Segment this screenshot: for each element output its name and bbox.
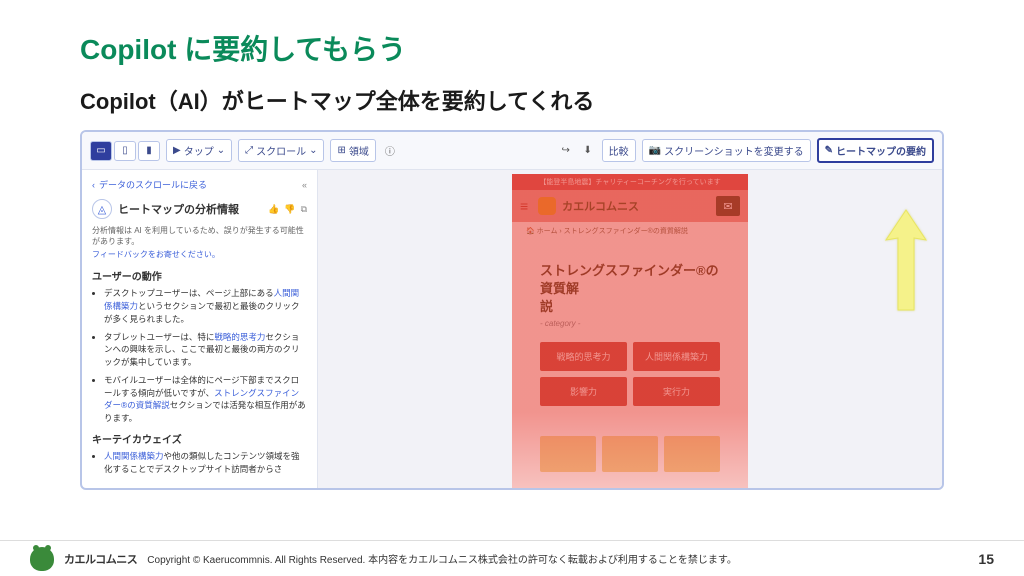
thumbs-up-icon[interactable]: 👍 [268, 204, 279, 215]
takeaways-list: 人間関係構築力や他の類似したコンテンツ領域を強化することでデスクトップサイト訪問… [92, 450, 307, 476]
collapse-icon[interactable]: « [302, 180, 307, 190]
device-desktop-button[interactable]: ▭ [90, 141, 112, 161]
share-icon[interactable]: ↪ [558, 143, 574, 159]
list-item: 人間関係構築力や他の類似したコンテンツ領域を強化することでデスクトップサイト訪問… [104, 450, 307, 476]
toolbar: ▭ ▯ ▮ ▶ タップ ⌄ ⤢ スクロール ⌄ ⊞ 領域 ⓘ ↪ ⬇ 比較 📷 … [82, 132, 942, 170]
copyright-text: Copyright © Kaerucommnis. All Rights Res… [147, 551, 737, 566]
tap-label: タップ [184, 143, 214, 158]
footer: カエルコムニス Copyright © Kaerucommnis. All Ri… [0, 540, 1024, 576]
phone-mockup: 【能登半島地震】チャリティーコーチングを行っています ≡ カエルコムニス ✉ 🏠… [512, 174, 748, 490]
change-screenshot-label: スクリーンショットを変更する [664, 143, 804, 158]
thumbs-down-icon[interactable]: 👎 [284, 204, 295, 215]
area-button[interactable]: ⊞ 領域 [330, 139, 375, 162]
scroll-dropdown[interactable]: ⤢ スクロール ⌄ [238, 139, 324, 162]
list-item: デスクトップユーザーは、ページ上部にある人間関係構築力というセクションで最初と最… [104, 287, 307, 325]
mini-card [664, 436, 720, 472]
scroll-label: スクロール [256, 143, 306, 158]
summary-label: ヒートマップの要約 [836, 143, 926, 158]
mini-card [540, 436, 596, 472]
feedback-link[interactable]: フィードバックをお寄せください。 [92, 249, 307, 260]
tag-button[interactable]: 人間関係構築力 [633, 342, 720, 371]
page-number: 15 [978, 551, 994, 567]
phone-header: ≡ カエルコムニス ✉ [512, 190, 748, 222]
charity-banner: 【能登半島地震】チャリティーコーチングを行っています [512, 174, 748, 190]
app-screenshot: ▭ ▯ ▮ ▶ タップ ⌄ ⤢ スクロール ⌄ ⊞ 領域 ⓘ ↪ ⬇ 比較 📷 … [80, 130, 944, 490]
brand-logo-icon [538, 197, 556, 215]
tag-grid: 戦略的思考力 人間関係構築力 影響力 実行力 [526, 342, 734, 406]
page-heading: ストレングスファインダー®の資質解説 [526, 250, 734, 319]
change-screenshot-button[interactable]: 📷 スクリーンショットを変更する [642, 139, 811, 162]
chevron-left-icon: ‹ [92, 180, 95, 190]
tag-button[interactable]: 影響力 [540, 377, 627, 406]
device-mobile-button[interactable]: ▮ [138, 141, 160, 161]
tag-button[interactable]: 実行力 [633, 377, 720, 406]
tag-button[interactable]: 戦略的思考力 [540, 342, 627, 371]
list-item: タブレットユーザーは、特に戦略的思考力セクションへの興味を示し、ここで最初と最後… [104, 331, 307, 369]
device-tablet-button[interactable]: ▯ [114, 141, 136, 161]
area-label: 領域 [349, 143, 369, 158]
panel-title: ヒートマップの分析情報 [118, 201, 239, 217]
behavior-list: デスクトップユーザーは、ページ上部にある人間関係構築力というセクションで最初と最… [92, 287, 307, 425]
back-link[interactable]: ‹ データのスクロールに戻る « [92, 178, 307, 191]
slide-subtitle: Copilot（AI）がヒートマップ全体を要約してくれる [80, 84, 944, 116]
brand: カエルコムニス [538, 197, 639, 215]
summary-button[interactable]: ✎ ヒートマップの要約 [817, 138, 934, 163]
section-user-behavior: ユーザーの動作 [92, 268, 307, 283]
category-label: - category - [526, 319, 734, 342]
list-item: モバイルユーザーは全体的にページ下部までスクロールする傾向が低いですが、ストレン… [104, 374, 307, 425]
info-icon: ⓘ [382, 143, 398, 159]
breadcrumb: 🏠 ホーム › ストレングスファインダー®の資質解説 [512, 222, 748, 240]
hamburger-icon[interactable]: ≡ [520, 198, 528, 214]
mini-card [602, 436, 658, 472]
slide-title: Copilot に要約してもらう [80, 28, 944, 68]
preview-area: 【能登半島地震】チャリティーコーチングを行っています ≡ カエルコムニス ✉ 🏠… [318, 170, 942, 490]
copy-icon[interactable]: ⧉ [301, 204, 307, 215]
footer-logo-icon [30, 547, 54, 571]
download-icon[interactable]: ⬇ [580, 143, 596, 159]
panel-note: 分析情報は AI を利用しているため、誤りが発生する可能性があります。 [92, 225, 307, 247]
section-takeaways: キーテイカウェイズ [92, 431, 307, 446]
analysis-panel: ‹ データのスクロールに戻る « ◬ ヒートマップの分析情報 👍 👎 ⧉ 分析情… [82, 170, 318, 490]
back-label: データのスクロールに戻る [99, 178, 207, 191]
compare-button[interactable]: 比較 [602, 139, 636, 162]
panel-badge-icon: ◬ [92, 199, 112, 219]
tap-dropdown[interactable]: ▶ タップ ⌄ [166, 139, 232, 162]
mail-icon[interactable]: ✉ [716, 196, 740, 216]
footer-brand: カエルコムニス [64, 551, 137, 567]
